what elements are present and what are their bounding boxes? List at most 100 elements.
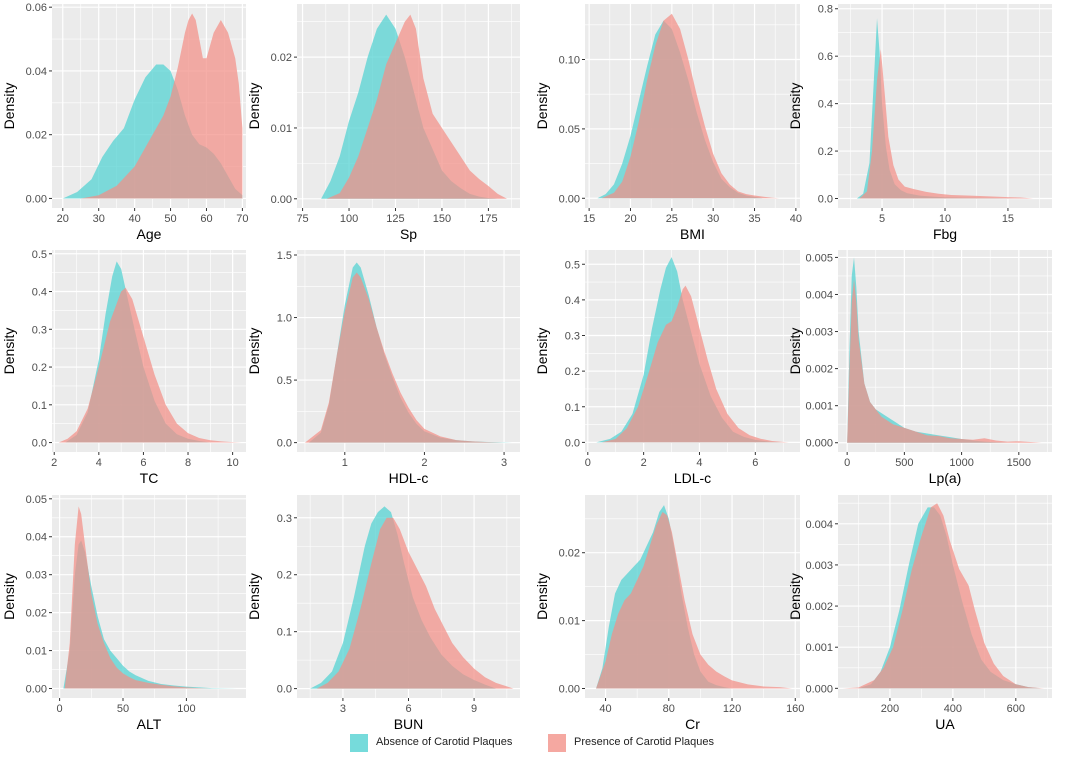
y-tick-label: 0.0: [277, 438, 292, 450]
y-tick-label: 0.1: [277, 627, 292, 639]
y-tick-label: 0.03: [26, 570, 47, 582]
y-tick-label: 0.005: [805, 252, 833, 264]
x-tick-label: 10: [226, 457, 238, 469]
x-tick-label: 10: [939, 213, 951, 225]
x-axis-label: BUN: [394, 716, 424, 732]
y-tick-label: 0.01: [559, 616, 580, 628]
x-tick-label: 50: [164, 213, 176, 225]
y-axis-label: Density: [787, 328, 803, 375]
panel-age: 20 30 40 50 60 70 0.00 0.02 0.04 0.06 Age Density: [1, 2, 249, 242]
panel-bmi: 15 20 25 30 35 40 0.00 0.05 0.10 BMI Density: [534, 4, 802, 242]
y-axis-label: Density: [787, 573, 803, 620]
y-axis-label: Density: [534, 328, 550, 375]
x-tick-label: 3: [501, 457, 507, 469]
y-tick-label: 0.1: [32, 400, 47, 412]
x-tick-label: 1000: [949, 457, 973, 469]
y-tick-label: 0.02: [271, 52, 292, 64]
x-tick-label: 50: [117, 703, 129, 715]
x-tick-label: 2: [51, 457, 57, 469]
x-tick-label: 3: [340, 703, 346, 715]
y-tick-label: 0.8: [818, 4, 833, 16]
legend-swatch-presence: [548, 734, 566, 752]
x-tick-label: 20: [624, 213, 636, 225]
x-tick-label: 15: [583, 213, 595, 225]
density-area-presence: [64, 506, 212, 689]
x-tick-label: 6: [752, 457, 758, 469]
x-tick-label: 30: [93, 213, 105, 225]
x-tick-label: 9: [471, 703, 477, 715]
y-tick-label: 0.003: [805, 560, 833, 572]
y-tick-label: 0.004: [805, 289, 833, 301]
y-tick-label: 0.3: [277, 513, 292, 525]
panel-sp: 75 100 125 150 175 0.00 0.01 0.02 Sp Density: [246, 4, 520, 242]
y-axis-label: Density: [1, 83, 17, 130]
panel-fbg: 5 10 15 0.0 0.2 0.4 0.6 0.8 Fbg Density: [787, 4, 1052, 242]
y-axis-label: Density: [246, 573, 262, 620]
panel-ldl-c: 0 2 4 6 0.0 0.1 0.2 0.3 0.4 0.5 LDL-c Density: [534, 250, 800, 486]
y-tick-label: 0.00: [26, 193, 47, 205]
x-tick-label: 25: [666, 213, 678, 225]
y-tick-label: 0.01: [26, 646, 47, 658]
y-tick-label: 0.02: [559, 548, 580, 560]
y-tick-label: 0.01: [271, 123, 292, 135]
y-tick-label: 0.003: [805, 327, 833, 339]
y-tick-label: 0.000: [805, 438, 833, 450]
density-area-presence: [326, 14, 507, 199]
legend-label-presence: Presence of Carotid Plaques: [574, 736, 715, 748]
density-area-presence: [601, 285, 789, 443]
y-tick-label: 0.001: [805, 401, 833, 413]
y-tick-label: 1.5: [277, 250, 292, 262]
y-axis-label: Density: [246, 83, 262, 130]
y-tick-label: 0.04: [26, 532, 47, 544]
x-axis-label: Cr: [685, 716, 700, 732]
x-tick-label: 200: [881, 703, 899, 715]
x-tick-label: 120: [723, 703, 741, 715]
x-tick-label: 1500: [1007, 457, 1031, 469]
x-tick-label: 40: [599, 703, 611, 715]
y-tick-label: 0.2: [565, 366, 580, 378]
x-tick-label: 15: [1002, 213, 1014, 225]
legend-swatch-absence: [350, 734, 368, 752]
x-tick-label: 20: [57, 213, 69, 225]
density-area-presence: [859, 49, 1034, 199]
density-area-presence: [58, 287, 242, 443]
x-tick-label: 70: [236, 213, 248, 225]
x-tick-label: 100: [177, 703, 195, 715]
x-axis-label: UA: [935, 716, 955, 732]
y-tick-label: 0.6: [818, 51, 833, 63]
x-tick-label: 125: [386, 213, 404, 225]
y-tick-label: 0.10: [559, 55, 580, 67]
x-tick-label: 35: [748, 213, 760, 225]
x-axis-label: Fbg: [933, 226, 957, 242]
y-tick-label: 0.002: [805, 601, 833, 613]
x-axis-label: Age: [137, 226, 162, 242]
y-tick-label: 1.0: [277, 313, 292, 325]
y-tick-label: 0.2: [277, 570, 292, 582]
x-axis-label: HDL-c: [389, 470, 429, 486]
x-tick-label: 150: [433, 213, 451, 225]
x-axis-label: ALT: [137, 716, 162, 732]
y-tick-label: 0.02: [26, 130, 47, 142]
y-tick-label: 0.1: [565, 402, 580, 414]
x-tick-label: 600: [1007, 703, 1025, 715]
x-tick-label: 400: [944, 703, 962, 715]
y-tick-label: 0.4: [818, 99, 833, 111]
y-tick-label: 0.02: [26, 608, 47, 620]
x-tick-label: 1: [342, 457, 348, 469]
x-axis-label: Sp: [400, 226, 417, 242]
x-tick-label: 500: [895, 457, 913, 469]
y-tick-label: 0.3: [565, 331, 580, 343]
y-tick-label: 0.001: [805, 642, 833, 654]
y-tick-label: 0.04: [26, 66, 47, 78]
y-axis-label: Density: [1, 573, 17, 620]
density-area-presence: [601, 13, 780, 199]
y-axis-label: Density: [246, 328, 262, 375]
panel-hdl-c: 1 2 3 0.0 0.5 1.0 1.5 HDL-c Density: [246, 250, 520, 486]
y-tick-label: 0.5: [277, 375, 292, 387]
panel-alt: 0 50 100 0.00 0.01 0.02 0.03 0.04 0.05 ALT Density: [1, 494, 246, 732]
y-tick-label: 0.0: [565, 437, 580, 449]
y-tick-label: 0.06: [26, 2, 47, 14]
panel-tc: 2 4 6 8 10 0.0 0.1 0.2 0.3 0.4 0.5 TC Density: [1, 249, 246, 486]
y-axis-label: Density: [787, 83, 803, 130]
